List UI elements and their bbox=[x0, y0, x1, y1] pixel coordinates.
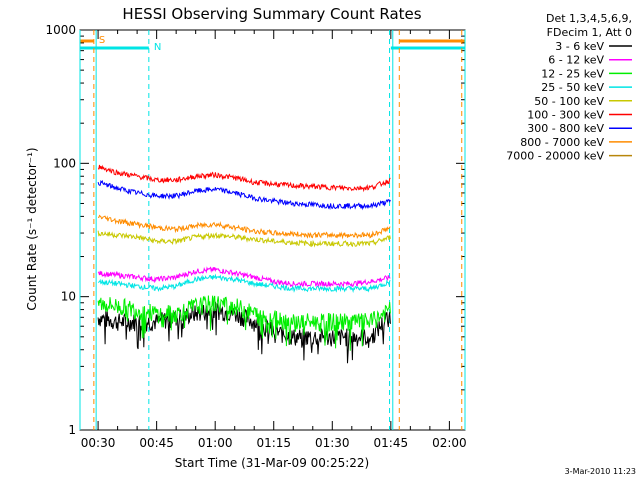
x-tick-label: 00:45 bbox=[139, 436, 174, 450]
y-tick-label: 1000 bbox=[45, 23, 76, 37]
legend-entry-label: 300 - 800 keV bbox=[527, 122, 604, 135]
series-line-6 bbox=[97, 179, 391, 211]
series-line-2 bbox=[97, 295, 391, 351]
series-line-1 bbox=[97, 266, 391, 288]
legend-header-1: Det 1,3,4,5,6,9, bbox=[546, 12, 632, 25]
series-line-3 bbox=[97, 273, 391, 294]
x-axis-label: Start Time (31-Mar-09 00:25:22) bbox=[175, 456, 369, 470]
legend-header-2: FDecim 1, Att 0 bbox=[547, 26, 632, 39]
legend-entry-label: 12 - 25 keV bbox=[541, 67, 604, 80]
legend-entry-label: 50 - 100 keV bbox=[534, 95, 604, 108]
s-flag-label: S bbox=[99, 35, 105, 46]
plot-frame bbox=[79, 29, 466, 431]
x-tick-label: 00:30 bbox=[81, 436, 116, 450]
x-tick-label: 01:00 bbox=[198, 436, 233, 450]
legend-entry-label: 3 - 6 keV bbox=[555, 40, 604, 53]
y-tick-label: 100 bbox=[53, 156, 76, 170]
n-flag-label: N bbox=[154, 42, 161, 53]
y-tick-label: 10 bbox=[61, 290, 76, 304]
footer-date: 3-Mar-2010 11:23 bbox=[565, 467, 636, 476]
chart-title: HESSI Observing Summary Count Rates bbox=[122, 5, 421, 23]
legend-entry-label: 7000 - 20000 keV bbox=[506, 150, 604, 163]
series-line-0 bbox=[97, 301, 391, 364]
x-tick-label: 02:00 bbox=[432, 436, 467, 450]
x-tick-label: 01:45 bbox=[374, 436, 409, 450]
legend-entry-label: 6 - 12 keV bbox=[548, 54, 604, 67]
y-tick-label: 1 bbox=[68, 423, 76, 437]
y-axis-label: Count Rate (s⁻¹ detector⁻¹) bbox=[25, 147, 39, 310]
legend-entry-label: 800 - 7000 keV bbox=[520, 136, 604, 149]
series-line-4 bbox=[97, 230, 391, 248]
series-line-5 bbox=[97, 164, 391, 193]
x-tick-label: 01:30 bbox=[315, 436, 350, 450]
x-tick-label: 01:15 bbox=[256, 436, 291, 450]
series-line-7 bbox=[98, 214, 391, 240]
legend-entry-label: 25 - 50 keV bbox=[541, 81, 604, 94]
legend-entry-label: 100 - 300 keV bbox=[527, 109, 604, 122]
